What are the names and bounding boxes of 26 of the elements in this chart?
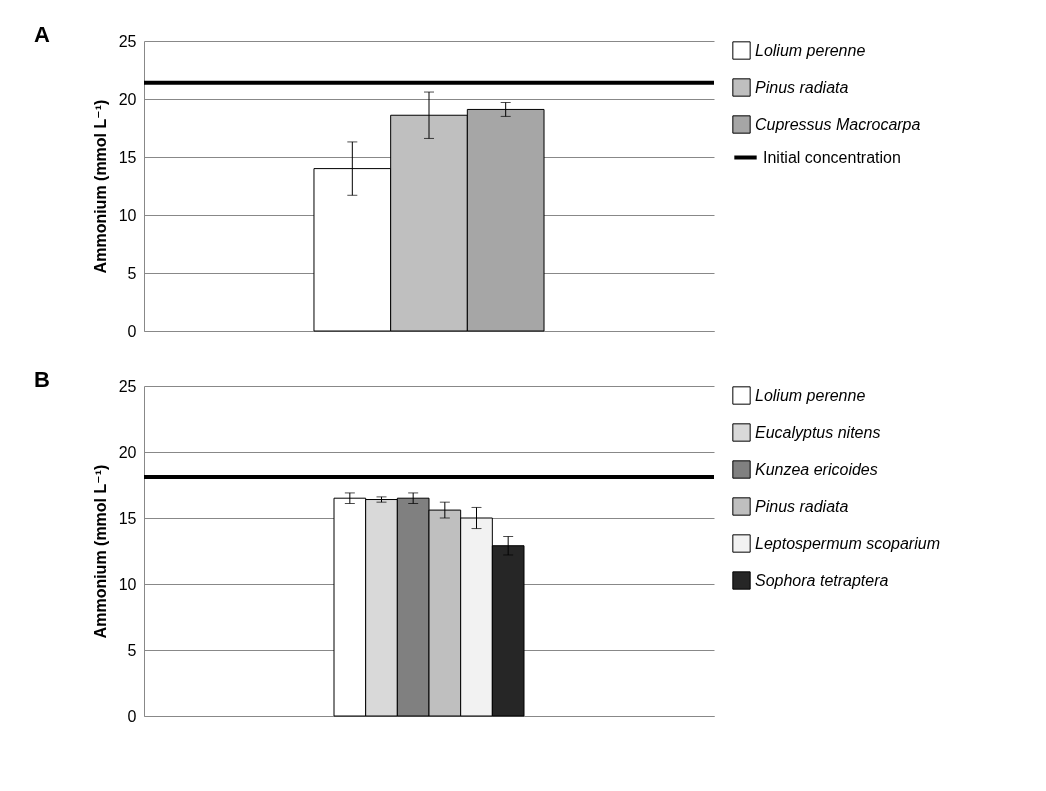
legend-label: Eucalyptus nitens	[755, 423, 881, 441]
y-tick-label: 0	[127, 322, 137, 340]
legend-label: Lolium perenne	[755, 386, 866, 404]
chart-title: B	[34, 367, 50, 392]
y-tick-label: 10	[118, 575, 137, 593]
y-tick-label: 25	[118, 32, 137, 50]
y-tick-label: 15	[118, 148, 137, 166]
y-tick-label: 5	[127, 264, 137, 282]
legend-label: Leptospermum scoparium	[755, 534, 940, 552]
y-tick-label: 20	[118, 443, 137, 461]
legend-label: Pinus radiata	[755, 78, 849, 96]
y-tick-label: 25	[118, 377, 137, 395]
legend-label: Lolium perenne	[755, 41, 866, 59]
y-tick-label: 5	[127, 641, 137, 659]
chart-title: A	[34, 22, 50, 47]
y-tick-label: 15	[118, 509, 137, 527]
y-tick-label: 0	[127, 707, 137, 725]
legend-label: Cupressus Macrocarpa	[755, 115, 921, 133]
legend-label: Kunzea ericoides	[755, 460, 878, 478]
legend-label: Sophora tetraptera	[755, 571, 889, 589]
y-tick-label: 10	[118, 206, 137, 224]
y-axis-title: Ammonium (mmol L⁻¹)	[91, 99, 109, 274]
y-axis-title: Ammonium (mmol L⁻¹)	[91, 464, 109, 639]
legend-label: Pinus radiata	[755, 497, 849, 515]
y-tick-label: 20	[118, 90, 137, 108]
legend-label: Initial concentration	[763, 148, 901, 166]
